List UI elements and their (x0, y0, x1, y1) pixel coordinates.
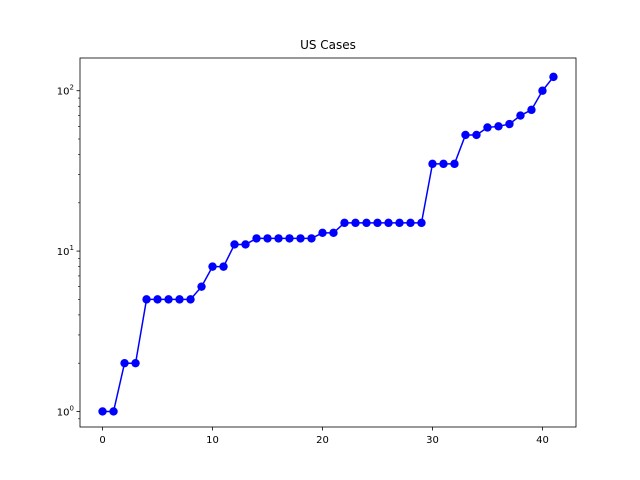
data-point (461, 130, 470, 140)
data-point (285, 234, 294, 243)
data-point (219, 262, 228, 271)
x-tick-label: 20 (316, 435, 329, 446)
data-point (274, 234, 283, 243)
x-tick-label: 40 (536, 435, 549, 446)
data-point (263, 234, 272, 243)
data-point (472, 130, 481, 140)
data-point (483, 123, 492, 132)
data-point (395, 218, 404, 228)
data-point (384, 218, 393, 228)
data-point (527, 105, 536, 115)
data-point (549, 72, 558, 82)
plot-area-frame (79, 57, 577, 428)
data-point (153, 295, 162, 304)
x-tick-label: 30 (426, 435, 439, 446)
data-point (428, 159, 437, 169)
data-point (98, 407, 107, 416)
data-point (307, 234, 316, 243)
chart-title: US Cases (300, 38, 356, 52)
x-tick-label: 10 (206, 435, 219, 446)
data-point (406, 218, 415, 228)
data-point (120, 358, 129, 368)
data-point (340, 218, 349, 228)
data-point (175, 295, 184, 304)
data-point (417, 218, 426, 228)
data-point (505, 119, 514, 129)
x-axis: 0 10 20 30 40 (99, 427, 549, 446)
data-point (373, 218, 382, 228)
data-point (450, 159, 459, 169)
x-tick-label: 0 (99, 435, 105, 446)
series-group (98, 72, 558, 416)
data-point (252, 234, 261, 243)
data-point (197, 282, 206, 291)
data-point (439, 159, 448, 169)
data-point (208, 262, 217, 271)
y-tick-label: 101 (57, 244, 74, 258)
data-point (351, 218, 360, 228)
data-point (362, 218, 371, 228)
data-point (131, 358, 140, 368)
data-point (230, 240, 239, 249)
data-point (109, 407, 118, 416)
data-point (318, 228, 327, 238)
y-tick-label: 100 (57, 404, 74, 418)
data-point (494, 122, 503, 131)
data-point (186, 295, 195, 304)
y-tick-label: 102 (57, 84, 74, 98)
data-point (142, 295, 151, 304)
data-point (516, 111, 525, 120)
data-point (241, 240, 250, 249)
data-point (164, 295, 173, 304)
data-point (329, 228, 338, 238)
data-point (296, 234, 305, 243)
data-point (538, 86, 547, 95)
